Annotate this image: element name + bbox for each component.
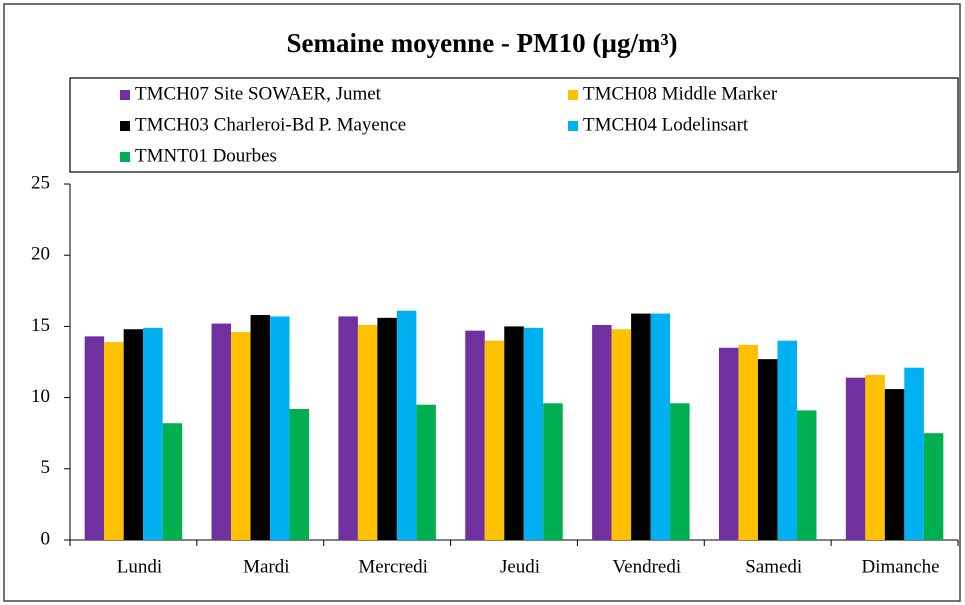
y-tick-label: 10: [31, 386, 50, 407]
bar: [289, 408, 310, 540]
bar: [631, 313, 651, 540]
y-tick-label: 15: [31, 315, 50, 336]
bar: [757, 359, 778, 540]
bar: [123, 329, 144, 540]
bar: [904, 367, 924, 540]
bar: [465, 330, 485, 540]
legend-box: [69, 77, 959, 173]
bar: [884, 389, 905, 540]
x-tick-label: Vendredi: [613, 556, 682, 577]
bar: [162, 423, 183, 540]
bar: [211, 323, 232, 540]
bar: [416, 404, 436, 540]
legend-label: TMCH03 Charleroi-Bd P. Mayence: [135, 114, 406, 135]
bar: [143, 327, 163, 540]
bar: [796, 410, 817, 540]
bar: [611, 329, 632, 540]
bar: [104, 342, 124, 540]
x-tick-label: Samedi: [745, 556, 802, 577]
bar: [865, 374, 885, 540]
x-tick-label: Mardi: [243, 556, 289, 577]
y-tick-label: 5: [41, 457, 51, 478]
bar: [845, 377, 866, 540]
bar: [523, 327, 544, 540]
legend-label: TMCH08 Middle Marker: [583, 83, 778, 104]
bar: [670, 403, 690, 540]
bar: [338, 316, 358, 540]
bar: [396, 310, 417, 540]
bar: [357, 324, 378, 540]
legend-swatch: [568, 121, 578, 131]
legend-swatch: [568, 90, 578, 100]
bar: [650, 313, 671, 540]
legend-swatch: [120, 90, 130, 100]
x-tick-label: Jeudi: [500, 556, 540, 577]
x-tick-label: Mercredi: [358, 556, 428, 577]
legend-swatch: [120, 152, 130, 162]
legend-swatch: [120, 121, 130, 131]
bar: [377, 317, 397, 540]
x-tick-label: Dimanche: [862, 556, 940, 577]
bar: [270, 316, 290, 540]
bar: [84, 336, 105, 540]
legend-label: TMCH04 Lodelinsart: [583, 114, 749, 135]
x-tick-label: Lundi: [117, 556, 162, 577]
legend-label: TMCH07 Site SOWAER, Jumet: [135, 83, 382, 104]
chart-title: Semaine moyenne - PM10 (µg/m³): [286, 28, 677, 58]
y-tick-label: 20: [31, 244, 50, 265]
y-tick-label: 25: [31, 172, 50, 193]
bar: [738, 344, 758, 540]
y-tick-label: 0: [41, 528, 51, 549]
bar: [718, 347, 739, 540]
bar: [592, 324, 612, 540]
bar: [777, 340, 797, 540]
bar: [923, 433, 944, 540]
bar: [543, 403, 563, 540]
bar: [231, 332, 251, 540]
legend-label: TMNT01 Dourbes: [135, 145, 277, 166]
bar: [484, 340, 505, 540]
bar: [250, 315, 271, 540]
bar: [504, 326, 524, 540]
